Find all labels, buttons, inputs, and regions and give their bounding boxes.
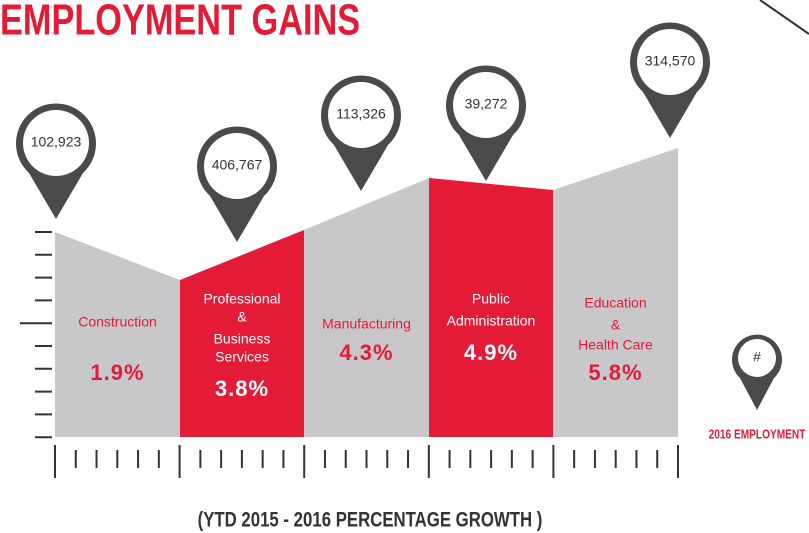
pin-inner	[328, 82, 394, 148]
legend-symbol: #	[753, 349, 761, 365]
segment-label: Manufacturing	[322, 316, 411, 332]
segment-label: Public	[472, 291, 510, 307]
legend: # 2016 EMPLOYMENT	[709, 334, 806, 442]
legend-pin-inner	[738, 339, 776, 377]
segment	[55, 232, 180, 437]
segment	[304, 178, 429, 437]
segment-growth: 1.9%	[90, 360, 144, 385]
segment-growth: 5.8%	[588, 360, 642, 385]
segment	[429, 178, 553, 437]
segment-label: Construction	[78, 314, 157, 330]
pin-inner	[637, 29, 703, 95]
segment-label: Administration	[447, 313, 536, 329]
segment	[180, 230, 304, 437]
segment-growth: 3.8%	[215, 376, 269, 401]
pin-value: 102,923	[31, 134, 82, 150]
pin-inner	[453, 72, 519, 138]
pin-value: 39,272	[465, 96, 508, 112]
corner-line	[759, 0, 809, 35]
segment-label: &	[237, 309, 247, 325]
segment-label: Business	[214, 331, 271, 347]
segments: Construction 1.9% Professional & Business Ser…	[55, 148, 678, 437]
caption: (YTD 2015 - 2016 PERCENTAGE GROWTH )	[198, 509, 543, 532]
pin-inner	[204, 133, 270, 199]
segment-label: Services	[215, 349, 269, 365]
pin-value: 406,767	[212, 157, 263, 173]
segment-label: Education	[584, 295, 646, 311]
segment-label: &	[611, 317, 621, 333]
legend-label: 2016 EMPLOYMENT	[709, 427, 806, 441]
pin-inner	[23, 110, 89, 176]
title: EMPLOYMENT GAINS	[0, 0, 360, 45]
segment	[553, 148, 678, 437]
segment-label: Professional	[203, 291, 280, 307]
segment-growth: 4.3%	[339, 340, 393, 365]
pins: 102,923 406,767 113,326 39,272 314,570	[16, 22, 710, 242]
segment-label: Health Care	[578, 337, 653, 353]
pin-value: 113,326	[336, 106, 386, 122]
ticks	[20, 231, 679, 478]
segment-growth: 4.9%	[464, 340, 518, 365]
pin-value: 314,570	[645, 53, 696, 69]
